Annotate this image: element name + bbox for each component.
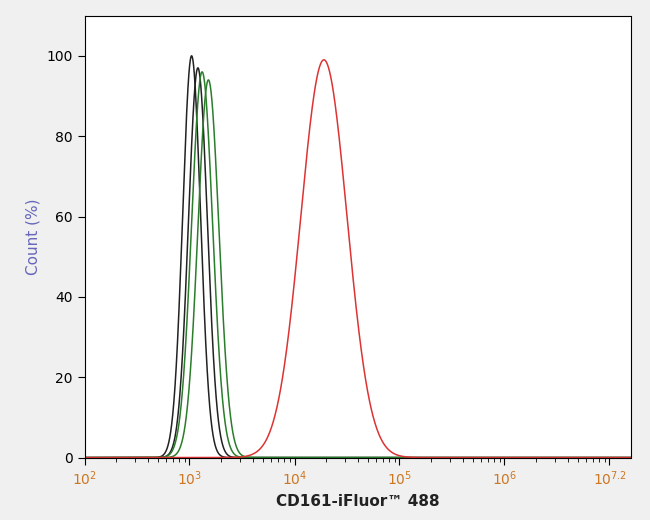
Y-axis label: Count (%): Count (%) bbox=[26, 198, 41, 275]
X-axis label: CD161-iFluor™ 488: CD161-iFluor™ 488 bbox=[276, 493, 439, 509]
